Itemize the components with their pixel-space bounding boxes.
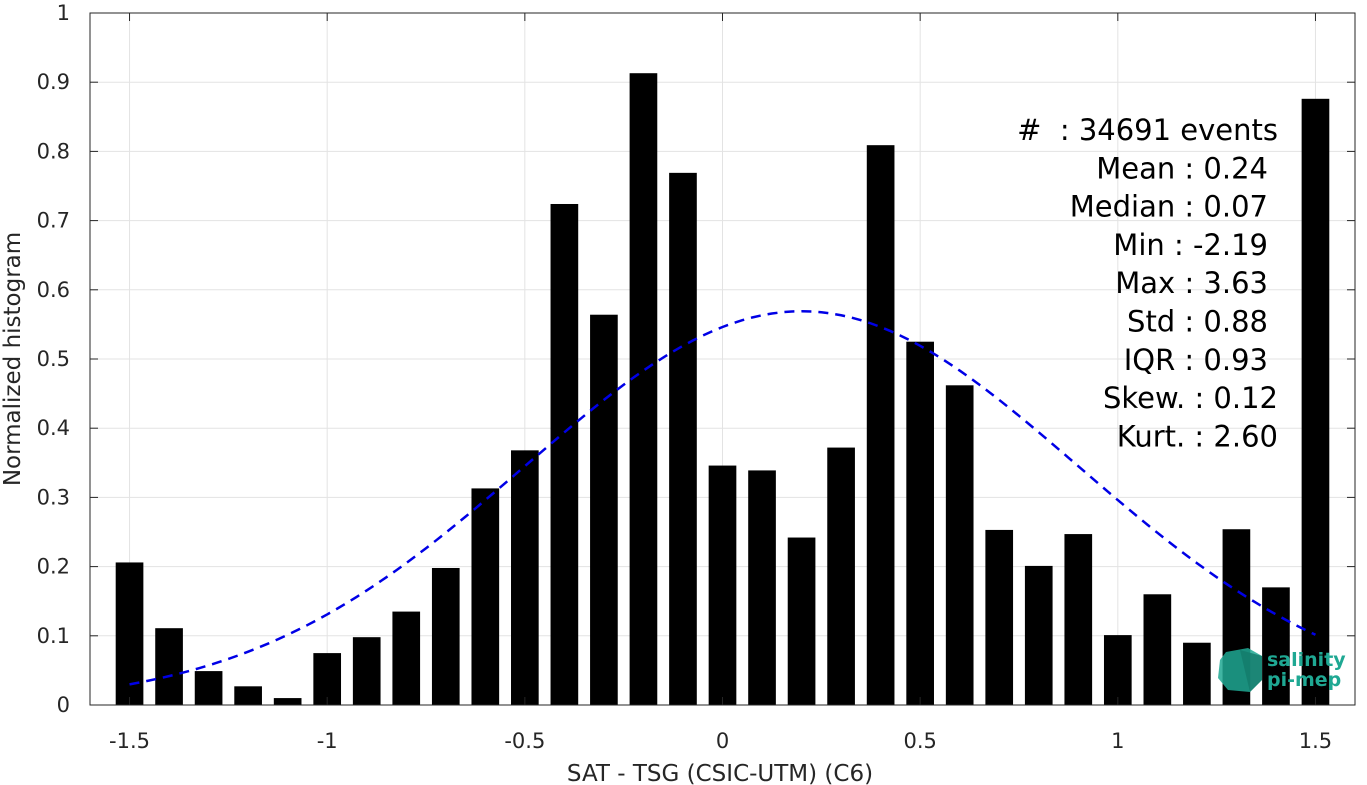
stat-line: # : 34691 events [1017,113,1278,147]
y-tick-label: 0.5 [37,347,70,371]
histogram-bar [708,465,737,705]
histogram-bar [1301,98,1330,706]
y-tick-label: 0.4 [37,416,70,440]
stat-line: Skew. : 0.12 [1103,381,1278,415]
histogram-bar [787,537,816,705]
histogram-bar [906,341,934,705]
x-tick-label: 1 [1111,729,1124,753]
y-tick-label: 0.6 [37,278,70,302]
histogram-bar [669,172,697,706]
histogram-bars [115,73,1330,706]
histogram-bar [1262,587,1290,705]
y-tick-label: 0.3 [37,485,70,509]
gaussian-fit-curve [129,309,1317,686]
histogram-bar [234,686,262,705]
histogram-bar [827,447,855,705]
y-tick-label: 0.2 [37,555,70,579]
y-tick-label: 0.9 [37,70,70,94]
salinity-pi-mep-logo: salinity pi-mep [1218,648,1346,692]
axis-ticks [90,12,1355,706]
y-tick-labels: 0 0.1 0.2 0.3 0.4 0.5 0.6 0.7 0.8 0.9 1 [37,1,70,717]
histogram-bar [590,314,618,705]
y-tick-label: 0.1 [37,624,70,648]
stat-line: Min : -2.19 [1113,228,1268,262]
x-tick-label: 0.5 [903,729,936,753]
y-tick-label: 1 [57,1,70,25]
stat-line: IQR : 0.93 [1124,343,1268,377]
histogram-bar [313,653,342,705]
stat-line: Mean : 0.24 [1096,151,1268,185]
y-tick-label: 0.8 [37,139,70,163]
histogram-bar [115,562,144,705]
histogram-bar [431,567,460,705]
histogram-bar [748,470,776,705]
histogram-bar [866,145,895,705]
histogram-bar [155,628,183,705]
histogram-bar [1024,565,1053,705]
logo-line2: pi-mep [1267,669,1341,691]
x-tick-label: -1 [317,729,338,753]
histogram-bar [273,698,302,705]
stats-box: # : 34691 events Mean : 0.24 Median : 0.07… [1017,113,1278,453]
histogram-bar [511,450,539,705]
x-tick-label: 0 [716,729,729,753]
logo-shape-shade-icon [1240,650,1262,692]
y-axis-label: Normalized histogram [0,232,26,486]
x-tick-labels: -1.5 -1 -0.5 0 0.5 1 1.5 [109,729,1332,753]
x-tick-label: 1.5 [1299,729,1332,753]
histogram-bar [194,671,223,705]
y-tick-label: 0 [57,693,70,717]
y-tick-label: 0.7 [37,209,70,233]
histogram-bar [550,203,579,705]
histogram-bar [629,73,658,706]
stat-line: Max : 3.63 [1115,266,1268,300]
histogram-bar [985,529,1014,705]
histogram-bar [352,637,381,705]
stat-line: Std : 0.88 [1127,305,1268,339]
x-tick-label: -1.5 [109,729,150,753]
histogram-bar [1183,642,1211,705]
histogram-bar [945,385,974,705]
x-axis-label: SAT - TSG (CSIC-UTM) (C6) [567,761,873,785]
histogram-bar [1143,594,1172,705]
histogram-bar [392,611,421,705]
x-tick-label: -0.5 [504,729,545,753]
histogram-bar [1103,635,1132,705]
histogram-bar [1064,534,1093,705]
stat-line: Median : 0.07 [1070,190,1268,224]
logo-line1: salinity [1267,649,1346,671]
stat-line: Kurt. : 2.60 [1117,419,1278,453]
histogram-bar [471,488,500,705]
